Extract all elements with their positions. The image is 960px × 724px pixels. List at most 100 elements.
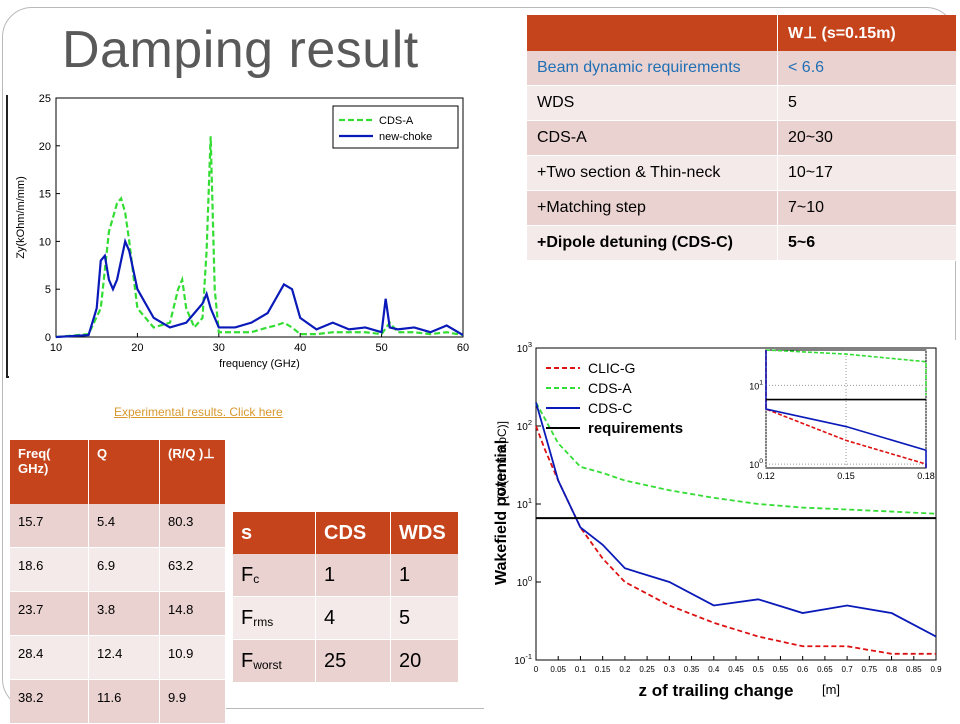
table-row: +Matching step 7~10 xyxy=(527,190,957,226)
table-cell: +Dipole detuning (CDS-C) xyxy=(527,225,778,261)
table-cell: 5 xyxy=(777,85,957,121)
table-header-row: W⊥ (s=0.15m) xyxy=(527,15,957,51)
x-tick-label: 0.05 xyxy=(550,665,566,674)
x-tick-label: 20 xyxy=(131,342,143,354)
y-tick-label: 101 xyxy=(517,496,532,511)
left-accent-bar xyxy=(6,95,9,378)
y-tick-label: 100 xyxy=(517,574,532,589)
x-tick-label: 0.55 xyxy=(773,665,789,674)
x-tick-label: 40 xyxy=(294,342,306,354)
x-tick-label: 0.65 xyxy=(817,665,833,674)
x-tick-label: 0.3 xyxy=(664,665,676,674)
x-tick-label: 0.1 xyxy=(575,665,587,674)
table-cell: 1 xyxy=(315,554,391,597)
table-cell: WDS xyxy=(527,85,778,121)
x-tick-label: 0.25 xyxy=(639,665,655,674)
y-tick-label: 10 xyxy=(39,236,51,248)
table-row: +Two section & Thin-neck 10~17 xyxy=(527,155,957,191)
table-cell: 6.9 xyxy=(88,547,160,592)
x-tick-label: 0.2 xyxy=(619,665,631,674)
table-row: Beam dynamic requirements < 6.6 xyxy=(527,51,957,86)
table-cell: 38.2 xyxy=(10,679,89,724)
page-title: Damping result xyxy=(62,21,419,79)
x-tick-label: 30 xyxy=(213,342,225,354)
table-cell: 28.4 xyxy=(10,635,89,680)
x-axis-label: frequency (GHz) xyxy=(219,358,300,370)
table-header-row: Freq( GHz) Q (R/Q )⊥ xyxy=(10,440,226,504)
table-cell: 3.8 xyxy=(88,591,160,636)
table-cell: 9.9 xyxy=(159,679,226,724)
x-tick-label: 0.7 xyxy=(842,665,854,674)
y-tick-label: 102 xyxy=(517,418,532,433)
y-tick-label: 10-1 xyxy=(514,652,532,667)
inset-plot-area xyxy=(765,349,927,469)
f-symbol: F xyxy=(241,606,254,629)
y-axis-unit: [V/(m mm pC)] xyxy=(495,421,509,499)
table-header-cell: CDS xyxy=(315,512,391,554)
legend-label: CDS-A xyxy=(379,115,414,127)
y-tick-label: 25 xyxy=(39,93,51,105)
table-row: 18.6 6.9 63.2 xyxy=(10,547,226,592)
table-cell: 7~10 xyxy=(777,190,957,226)
table-row: Fc 1 1 xyxy=(233,554,459,597)
legend-label: CLIC-G xyxy=(588,360,635,376)
x-axis-label: z of trailing change xyxy=(639,681,794,700)
table-cell: 18.6 xyxy=(10,547,89,592)
x-tick-label: 10 xyxy=(50,342,62,354)
x-axis-unit: [m] xyxy=(822,682,840,697)
inset-series-line xyxy=(765,349,927,396)
x-tick-label: 0.9 xyxy=(930,665,942,674)
table-cell: 5 xyxy=(390,596,459,640)
inset-x-tick-label: 0.18 xyxy=(917,471,935,481)
series-line-cds-a xyxy=(535,402,937,515)
table-header-cell: (R/Q )⊥ xyxy=(159,440,226,504)
x-tick-label: 0.5 xyxy=(753,665,765,674)
table-cell: 63.2 xyxy=(159,547,226,592)
x-tick-label: 0.15 xyxy=(595,665,611,674)
f-subscript: rms xyxy=(253,614,274,629)
table-cell: Frms xyxy=(233,596,316,640)
table-cell: 5~6 xyxy=(777,225,957,261)
x-tick-label: 50 xyxy=(375,342,387,354)
table-row: WDS 5 xyxy=(527,85,957,121)
table-cell: 23.7 xyxy=(10,591,89,636)
table-cell: 4 xyxy=(315,596,391,640)
wake-comparison-table: W⊥ (s=0.15m) Beam dynamic requirements <… xyxy=(527,15,957,261)
table-cell: Fworst xyxy=(233,639,316,683)
y-axis-label: Wakefield potential xyxy=(493,440,510,585)
x-tick-label: 0.75 xyxy=(862,665,878,674)
experimental-results-link[interactable]: Experimental results. Click here xyxy=(114,405,283,419)
table-cell: 5.4 xyxy=(88,504,160,548)
table-header-cell: Freq( GHz) xyxy=(10,440,89,504)
x-tick-label: 0.35 xyxy=(684,665,700,674)
y-tick-label: 103 xyxy=(517,340,532,355)
y-tick-label: 20 xyxy=(39,141,51,153)
f-subscript: worst xyxy=(253,657,282,672)
table-cell: 80.3 xyxy=(159,504,226,548)
table-cell: 15.7 xyxy=(10,504,89,548)
table-row: 28.4 12.4 10.9 xyxy=(10,635,226,680)
x-tick-label: 0.8 xyxy=(886,665,898,674)
table-header-row: s CDS WDS xyxy=(233,512,459,554)
f-factor-table: s CDS WDS Fc 1 1 Frms 4 5 Fworst 25 20 xyxy=(233,512,459,683)
table-cell: 10~17 xyxy=(777,155,957,191)
table-cell: 12.4 xyxy=(88,635,160,680)
inset-x-tick-label: 0.12 xyxy=(757,471,775,481)
table-header-cell: s xyxy=(233,512,316,554)
y-tick-label: 5 xyxy=(45,284,51,296)
table-cell: +Two section & Thin-neck xyxy=(527,155,778,191)
inset-y-tick-label: 101 xyxy=(749,379,763,391)
table-cell: 14.8 xyxy=(159,591,226,636)
table-cell: Fc xyxy=(233,554,316,597)
series-line-cds-a xyxy=(55,136,464,339)
table-cell: 20 xyxy=(390,639,459,683)
mode-table: Freq( GHz) Q (R/Q )⊥ 15.7 5.4 80.3 18.6 … xyxy=(10,440,226,724)
table-row: 23.7 3.8 14.8 xyxy=(10,591,226,636)
table-cell: CDS-A xyxy=(527,120,778,156)
table-cell: 11.6 xyxy=(88,679,160,724)
f-symbol: F xyxy=(241,649,254,672)
x-tick-label: 0.85 xyxy=(906,665,922,674)
table-header-cell: Q xyxy=(88,440,160,504)
table-row: CDS-A 20~30 xyxy=(527,120,957,156)
x-tick-label: 0.4 xyxy=(708,665,720,674)
